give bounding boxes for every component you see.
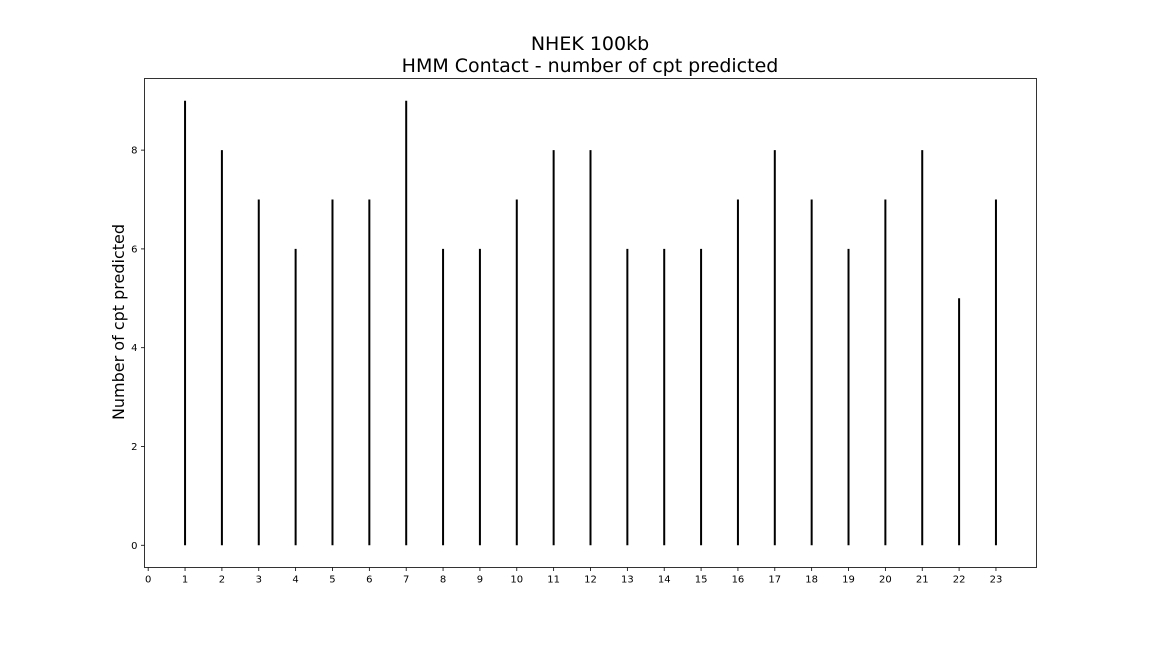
x-tick-label: 12 [584, 575, 597, 586]
x-tick-label: 2 [219, 575, 225, 586]
x-tick-label: 13 [621, 575, 634, 586]
x-tick-label: 23 [990, 575, 1003, 586]
x-tick-label: 14 [658, 575, 671, 586]
x-tick-label: 17 [768, 575, 781, 586]
x-tick-label: 22 [953, 575, 966, 586]
x-tick-label: 21 [916, 575, 929, 586]
x-axis-ticks: 0 1 2 3 4 5 6 7 8 9 10 11 12 13 14 15 16 17 18 19 20 21 22 23 [145, 567, 1003, 586]
y-tick-label: 2 [131, 442, 137, 453]
x-tick-label: 19 [842, 575, 855, 586]
x-tick-label: 20 [879, 575, 892, 586]
x-tick-label: 18 [805, 575, 818, 586]
x-tick-label: 15 [695, 575, 708, 586]
x-tick-label: 9 [477, 575, 483, 586]
x-tick-label: 4 [292, 575, 298, 586]
y-tick-label: 4 [131, 343, 137, 354]
plot-frame [144, 78, 1037, 568]
y-tick-label: 6 [131, 244, 137, 255]
x-tick-label: 5 [329, 575, 335, 586]
y-axis-ticks: 0 2 4 6 8 [131, 146, 145, 552]
x-tick-label: 7 [403, 575, 409, 586]
x-tick-label: 8 [440, 575, 446, 586]
x-tick-label: 1 [182, 575, 188, 586]
x-tick-label: 6 [366, 575, 372, 586]
x-tick-label: 11 [547, 575, 560, 586]
x-tick-label: 16 [732, 575, 745, 586]
chart-title: NHEK 100kb [531, 33, 649, 55]
bars-group [184, 100, 997, 546]
x-tick-label: 3 [256, 575, 262, 586]
y-tick-label: 8 [131, 146, 137, 157]
x-tick-label: 0 [145, 575, 151, 586]
chart-subtitle: HMM Contact - number of cpt predicted [402, 55, 779, 77]
y-tick-label: 0 [131, 541, 137, 552]
x-tick-label: 10 [510, 575, 523, 586]
y-axis-label: Number of cpt predicted [109, 224, 128, 420]
